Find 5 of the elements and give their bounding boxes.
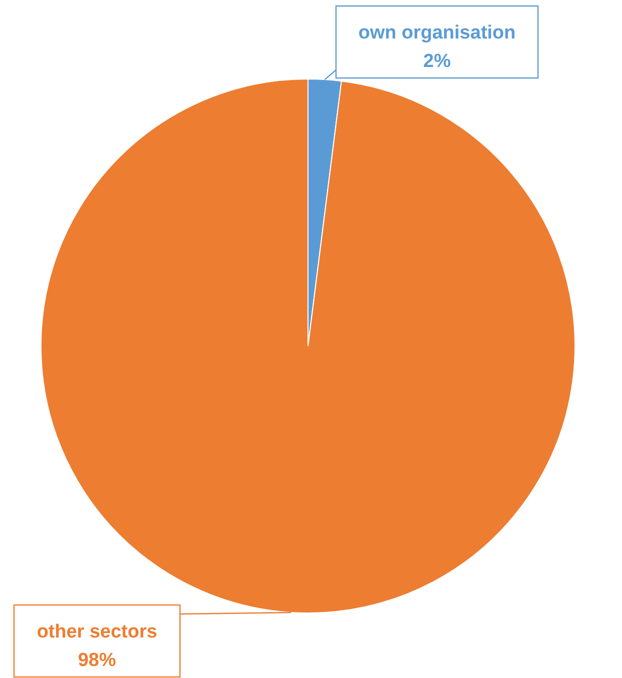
- data-label: 2%: [423, 51, 451, 72]
- pie-slice: [40, 78, 576, 613]
- slice-label: other sectors: [36, 621, 158, 642]
- data-label: 98%: [78, 650, 116, 672]
- slice-label: own organisation: [358, 22, 516, 44]
